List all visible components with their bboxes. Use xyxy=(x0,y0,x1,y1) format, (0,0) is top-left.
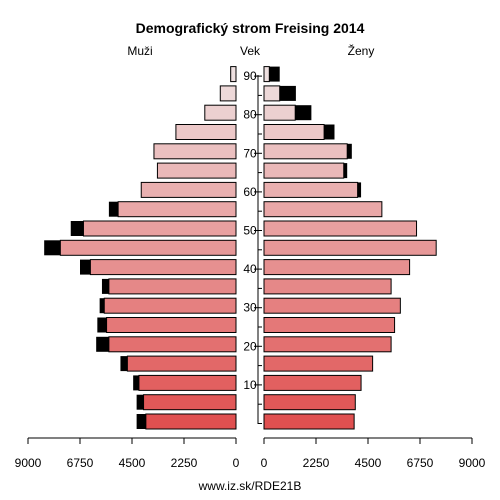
bar-men-0-4 xyxy=(145,413,237,430)
x-tick-label-right: 9000 xyxy=(459,456,486,470)
bar-women-80-84 xyxy=(263,104,296,121)
left-series-label: Muži xyxy=(127,44,152,58)
surplus-men-20-24 xyxy=(96,336,109,352)
bar-women-5-9 xyxy=(263,394,356,411)
age-tick-label: 60 xyxy=(243,185,257,199)
bar-men-60-64 xyxy=(140,181,237,198)
surplus-men-35-39 xyxy=(101,278,109,294)
age-tick-label: 10 xyxy=(243,378,257,392)
bar-men-50-54 xyxy=(82,220,237,237)
surplus-men-55-59 xyxy=(108,201,119,217)
bar-women-60-64 xyxy=(263,181,359,198)
axes-group: 9000 6750 4500 2250 0 0 2250 4500 6750 9000 10 20 30… xyxy=(15,69,486,470)
bar-men-70-74 xyxy=(153,143,237,160)
surplus-men-0-4 xyxy=(136,414,146,429)
age-tick-label: 70 xyxy=(243,146,257,160)
bar-women-50-54 xyxy=(263,220,418,237)
bar-women-0-4 xyxy=(263,413,355,430)
surplus-men-50-54 xyxy=(70,221,84,236)
chart-title: Demografický strom Freising 2014 xyxy=(136,20,365,36)
age-tick-label: 80 xyxy=(243,108,257,122)
age-tick-label: 90 xyxy=(243,69,257,83)
x-tick-label-left: 9000 xyxy=(15,456,42,470)
bar-men-20-24 xyxy=(108,336,237,353)
x-tick-label-left: 6750 xyxy=(67,456,94,470)
bar-men-45-49 xyxy=(59,239,237,256)
bars-group xyxy=(44,66,437,430)
bar-men-25-29 xyxy=(106,317,237,333)
surplus-men-30-34 xyxy=(99,298,105,314)
x-tick-label-left: 4500 xyxy=(119,456,146,470)
bar-women-15-19 xyxy=(263,355,374,372)
bar-men-80-84 xyxy=(204,104,237,121)
bar-men-5-9 xyxy=(143,394,237,411)
x-tick-label-right: 6750 xyxy=(407,456,434,470)
x-tick-label-left: 2250 xyxy=(171,456,198,470)
bar-men-90+ xyxy=(230,66,237,83)
surplus-women-80-84 xyxy=(295,105,312,121)
footer-url: www.iz.sk/RDE21B xyxy=(198,479,302,493)
surplus-men-15-19 xyxy=(120,356,128,372)
surplus-women-75-79 xyxy=(324,124,335,140)
x-tick-label-right: 2250 xyxy=(303,456,330,470)
surplus-women-90+ xyxy=(269,66,280,82)
age-axis-label: Vek xyxy=(240,44,261,58)
bar-women-10-14 xyxy=(263,374,362,391)
surplus-women-85-89 xyxy=(279,85,296,101)
bar-women-35-39 xyxy=(263,278,392,295)
bar-men-85-89 xyxy=(219,85,237,102)
bar-men-55-59 xyxy=(117,201,237,218)
bar-women-25-29 xyxy=(263,317,396,333)
age-tick-label: 40 xyxy=(243,262,257,276)
age-tick-label: 30 xyxy=(243,301,257,315)
bar-men-35-39 xyxy=(108,278,237,295)
age-tick-label: 20 xyxy=(243,339,257,353)
x-tick-label-right: 4500 xyxy=(355,456,382,470)
surplus-women-60-64 xyxy=(357,182,362,198)
surplus-men-45-49 xyxy=(44,240,61,256)
bar-women-85-89 xyxy=(263,85,281,102)
surplus-men-10-14 xyxy=(133,375,139,391)
bar-women-55-59 xyxy=(263,201,383,218)
surplus-men-40-44 xyxy=(80,259,91,275)
bar-women-45-49 xyxy=(263,239,437,256)
bar-women-20-24 xyxy=(263,336,392,353)
bar-women-65-69 xyxy=(263,162,345,179)
bar-men-75-79 xyxy=(175,124,237,140)
bar-men-65-69 xyxy=(156,162,237,179)
x-tick-label-right: 0 xyxy=(261,456,268,470)
right-series-label: Ženy xyxy=(348,43,375,58)
bar-women-40-44 xyxy=(263,259,411,276)
surplus-women-65-69 xyxy=(343,163,348,179)
bar-men-40-44 xyxy=(89,259,237,276)
bar-women-75-79 xyxy=(263,124,325,140)
surplus-men-25-29 xyxy=(97,317,107,333)
bar-women-70-74 xyxy=(263,143,348,160)
surplus-women-70-74 xyxy=(347,143,352,159)
bar-men-30-34 xyxy=(103,297,237,314)
surplus-men-5-9 xyxy=(136,394,144,410)
bar-men-10-14 xyxy=(138,374,237,391)
x-tick-label-left: 0 xyxy=(233,456,240,470)
age-tick-label: 50 xyxy=(243,224,257,238)
bar-women-90+ xyxy=(263,66,270,83)
bar-men-15-19 xyxy=(126,355,237,372)
bar-women-30-34 xyxy=(263,297,401,314)
